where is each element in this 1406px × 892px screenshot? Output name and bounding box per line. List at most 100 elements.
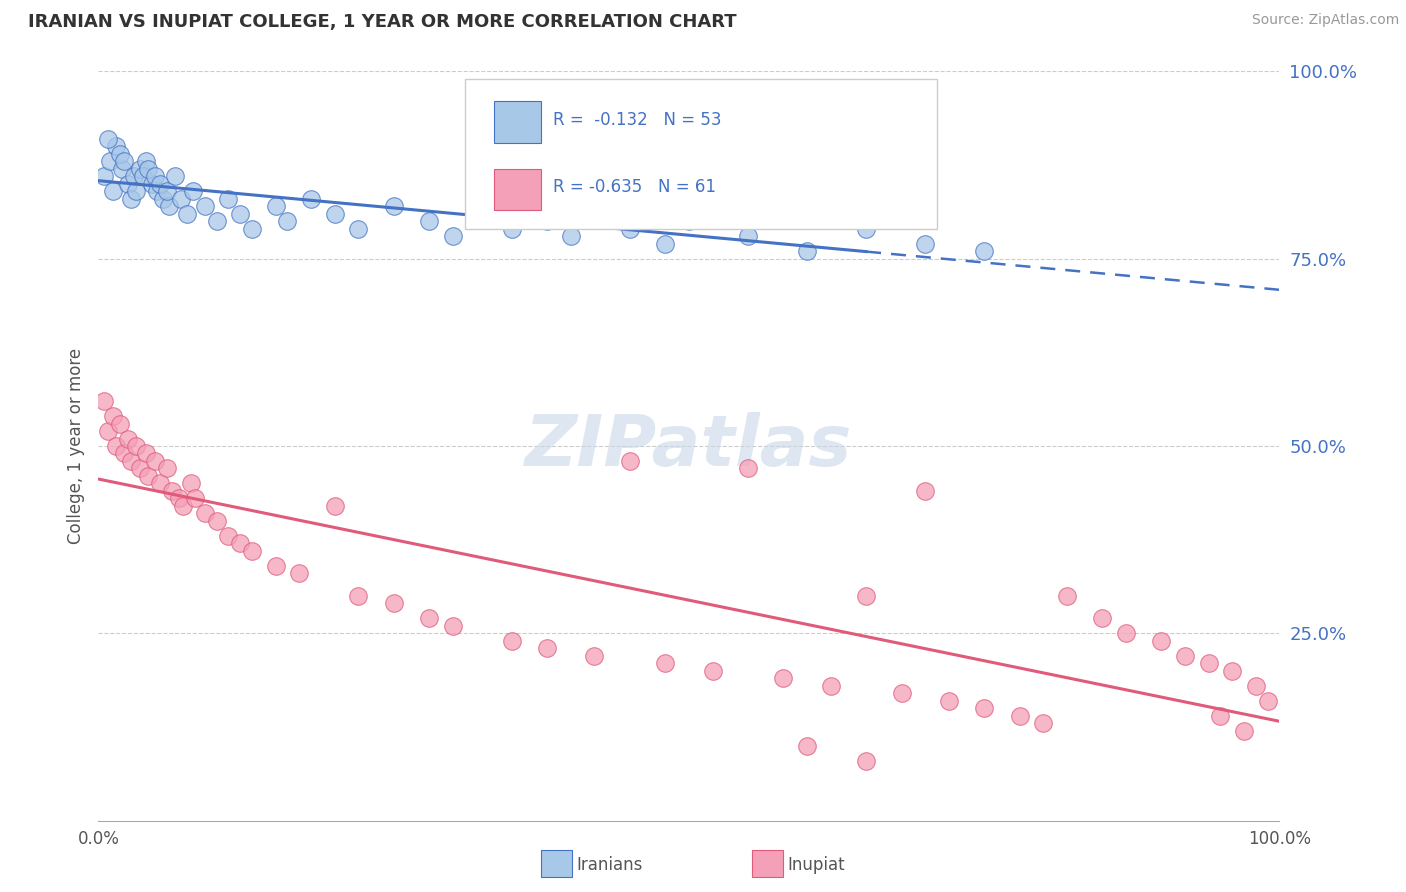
Point (170, 192, 193, 206)
Point (111, 161, 134, 176)
Point (93, 169, 115, 184)
Point (141, 177, 163, 191)
Point (501, 221, 523, 235)
Point (536, 641, 558, 656)
Bar (494, 102, 541, 143)
Point (914, 236, 936, 251)
Point (418, 611, 440, 625)
Point (143, 169, 166, 184)
Point (678, 214, 700, 228)
Point (796, 739, 818, 753)
Point (536, 214, 558, 228)
Point (264, 558, 287, 573)
Point (973, 244, 995, 259)
Point (176, 207, 198, 221)
Point (135, 154, 157, 169)
Text: Iranians: Iranians (576, 856, 643, 874)
Point (205, 514, 228, 528)
Point (98, 154, 121, 169)
Point (737, 461, 759, 475)
Point (152, 192, 174, 206)
Point (890, 686, 912, 700)
Point (105, 439, 128, 453)
Point (973, 701, 995, 715)
Point (112, 154, 135, 169)
Point (149, 476, 172, 491)
Point (132, 169, 155, 184)
Point (184, 491, 207, 506)
Point (1244, 679, 1267, 693)
Point (820, 679, 842, 693)
Point (1150, 633, 1173, 648)
Point (855, 589, 877, 603)
Point (157, 199, 180, 213)
Point (619, 221, 641, 235)
Text: R =  -0.132   N = 53: R = -0.132 N = 53 (553, 112, 721, 129)
Point (194, 199, 217, 213)
Point (156, 461, 179, 475)
Point (1233, 723, 1256, 738)
Point (101, 409, 124, 423)
Point (418, 214, 440, 228)
Point (1198, 657, 1220, 671)
Point (172, 499, 194, 513)
Point (128, 461, 150, 475)
Point (143, 454, 166, 468)
Point (1056, 589, 1078, 603)
Point (108, 146, 131, 161)
Point (264, 199, 287, 213)
Point (1220, 664, 1243, 678)
Point (240, 221, 263, 235)
Point (1032, 716, 1054, 731)
Text: Inupiat: Inupiat (787, 856, 845, 874)
Point (1008, 708, 1031, 723)
Point (167, 491, 190, 506)
Point (583, 648, 606, 663)
Point (441, 229, 464, 244)
Point (1091, 611, 1114, 625)
Point (323, 207, 346, 221)
Point (136, 469, 159, 483)
Point (122, 169, 145, 184)
Point (229, 536, 252, 550)
Point (180, 476, 202, 491)
Point (121, 454, 143, 468)
Point (560, 229, 582, 244)
Point (229, 207, 252, 221)
Point (146, 184, 169, 198)
Text: ZIPatlas: ZIPatlas (526, 411, 852, 481)
Point (347, 589, 370, 603)
Text: IRANIAN VS INUPIAT COLLEGE, 1 YEAR OR MORE CORRELATION CHART: IRANIAN VS INUPIAT COLLEGE, 1 YEAR OR MO… (28, 13, 737, 31)
Point (117, 432, 139, 446)
Point (125, 439, 148, 453)
Point (441, 619, 464, 633)
Point (101, 184, 124, 198)
Point (93, 394, 115, 409)
Point (217, 192, 239, 206)
Point (855, 754, 877, 768)
Point (108, 417, 131, 431)
Point (165, 169, 187, 184)
Point (347, 221, 370, 235)
Point (855, 221, 877, 235)
Point (1115, 626, 1137, 640)
Point (465, 207, 488, 221)
Point (194, 507, 217, 521)
Point (156, 184, 179, 198)
Point (772, 671, 794, 685)
Point (654, 657, 676, 671)
Point (1209, 708, 1232, 723)
Point (1257, 694, 1279, 708)
Point (112, 446, 135, 460)
Point (97, 132, 120, 146)
Point (117, 177, 139, 191)
Point (382, 199, 405, 213)
Point (217, 529, 239, 543)
Point (128, 161, 150, 176)
Point (938, 694, 960, 708)
Point (240, 544, 263, 558)
Text: R = -0.635   N = 61: R = -0.635 N = 61 (553, 178, 716, 196)
Point (136, 161, 159, 176)
Point (914, 483, 936, 498)
Point (181, 184, 204, 198)
